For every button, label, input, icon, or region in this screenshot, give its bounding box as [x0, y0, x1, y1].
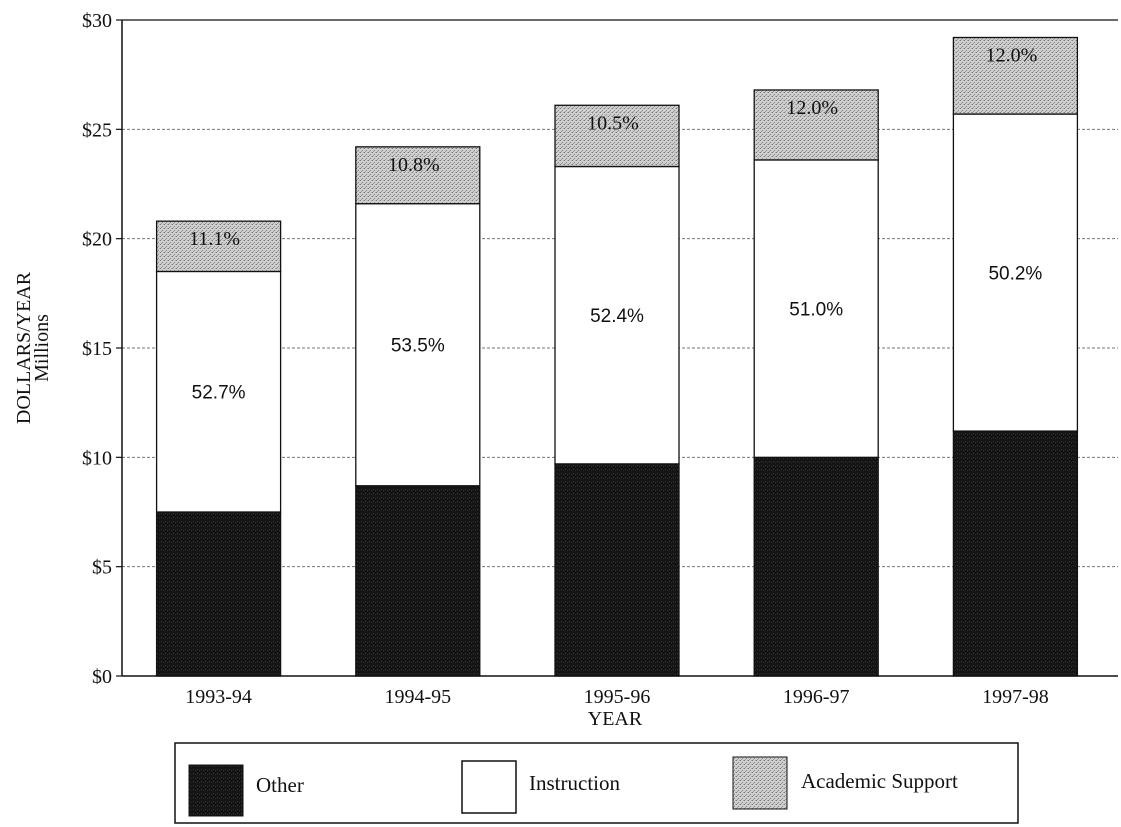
legend-label-instruction: Instruction	[529, 771, 620, 795]
y-tick-label: $5	[92, 557, 112, 579]
bar-other-1997-98	[952, 430, 1079, 677]
data-label-instruction-1995-96: 52.4%	[590, 306, 644, 327]
legend-label-academic-support: Academic Support	[801, 769, 958, 793]
bar-instruction-1996-97	[753, 159, 879, 458]
data-labels: 52.7% 11.1% 53.5% 10.8% 52.4% 10.5% 51.0% 12.0%…	[189, 44, 1042, 403]
bar-instruction-1994-95	[355, 203, 481, 487]
y-tick-label: $15	[82, 338, 112, 360]
bar-academic-support-1994-95	[355, 146, 481, 205]
bars	[155, 36, 1079, 677]
y-tick-label: $25	[82, 119, 112, 141]
data-label-academic-support-1995-96: 10.5%	[587, 112, 639, 134]
data-label-instruction-1993-94: 52.7%	[192, 383, 246, 404]
legend-frame	[174, 742, 1019, 824]
y-tick-label: $20	[82, 229, 112, 251]
x-tick-label: 1993-94	[185, 686, 252, 708]
y-axis-title: DOLLARS/YEAR	[13, 271, 35, 424]
legend-label-other: Other	[256, 773, 304, 797]
y-tick-label: $0	[92, 666, 112, 688]
x-tick-label: 1996-97	[783, 686, 850, 708]
y-tick-label: $10	[82, 447, 112, 469]
bar-academic-support-1996-97	[753, 89, 879, 161]
bar-other-1994-95	[355, 485, 481, 677]
bar-instruction-1993-94	[155, 270, 282, 513]
data-label-academic-support-1994-95: 10.8%	[388, 154, 440, 176]
bar-other-1995-96	[554, 463, 680, 677]
legend-swatch-academic-support	[732, 756, 788, 810]
x-axis-title: YEAR	[588, 708, 643, 730]
bar-other-1993-94	[155, 511, 282, 677]
x-tick-label: 1997-98	[982, 686, 1049, 708]
bar-other-1996-97	[753, 456, 879, 677]
data-label-academic-support-1996-97: 12.0%	[786, 97, 838, 119]
bar-academic-support-1993-94	[155, 220, 282, 273]
data-label-instruction-1994-95: 53.5%	[391, 336, 445, 357]
data-label-instruction-1996-97: 51.0%	[789, 300, 843, 321]
data-label-academic-support-1997-98: 12.0%	[986, 44, 1038, 66]
x-tick-label: 1995-96	[584, 686, 651, 708]
data-label-academic-support-1993-94: 11.1%	[189, 228, 240, 250]
data-label-instruction-1997-98: 50.2%	[988, 264, 1042, 285]
legend-swatch-instruction	[461, 760, 517, 814]
legend: Other Instruction Academic Support	[174, 742, 1019, 824]
y-tick-label: $30	[82, 10, 112, 32]
bar-instruction-1997-98	[952, 113, 1079, 432]
bar-academic-support-1997-98	[952, 36, 1079, 115]
x-tick-label: 1994-95	[384, 686, 451, 708]
bar-academic-support-1995-96	[554, 104, 680, 168]
y-axis-subtitle: Millions	[31, 314, 53, 382]
legend-swatch-other	[188, 764, 244, 817]
